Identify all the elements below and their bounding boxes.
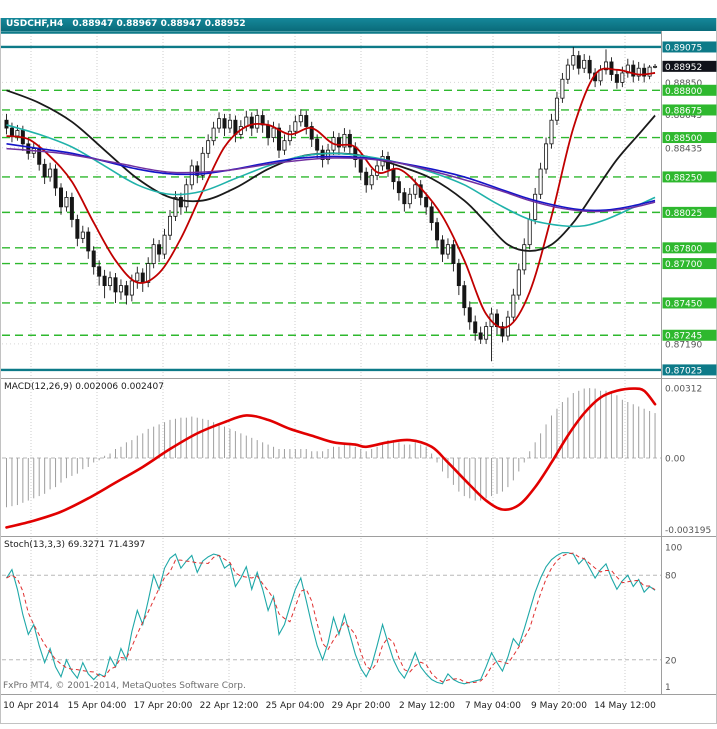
horizontal-gridlines [2, 81, 661, 345]
axis-label: 0.87450 [665, 299, 702, 309]
axis-label: 0.87700 [665, 260, 702, 270]
axis-label: 0.00 [665, 455, 685, 465]
axis-label: 0.87800 [665, 244, 702, 254]
axis-price-tag [662, 84, 717, 96]
axis-label: 0.89075 [665, 43, 702, 53]
axis-label: -0.003195 [665, 526, 711, 536]
axis-price-tag [662, 258, 717, 270]
axis-label: 80 [665, 572, 677, 582]
axis-label: 0.88435 [665, 144, 702, 154]
axis-price-tag [662, 297, 717, 309]
ma-purple [6, 147, 656, 213]
axis-price-tag [662, 171, 717, 183]
chart-symbol-title: USDCHF,H4 [6, 19, 64, 29]
chart-title-bar: USDCHF,H4 0.88947 0.88967 0.88947 0.88952 [1, 18, 716, 31]
axis-label: 0.88952 [665, 63, 702, 73]
price-axis: 0.88850 0.88645 0.88435 0.87190 0.00312 0.00 -… [662, 41, 717, 693]
macd-histogram [6, 388, 656, 508]
chart-ohlc-values: 0.88947 0.88967 0.88947 0.88952 [72, 19, 246, 29]
axis-label: 0.87190 [665, 340, 702, 350]
ma-teal [6, 124, 656, 228]
axis-label: 20 [665, 656, 677, 666]
macd-signal-line [5, 387, 657, 529]
axis-price-tag [662, 206, 717, 218]
axis-price-tag [662, 329, 717, 341]
axis-label: 1 [665, 683, 671, 693]
axis-label: 0.00312 [665, 385, 702, 395]
stoch-main-line [6, 552, 656, 685]
stoch-indicator-label: Stoch(13,3,3) 69.3271 71.4397 [4, 540, 146, 550]
axis-label: 0.88645 [665, 111, 702, 121]
axis-label: 0.88250 [665, 173, 702, 183]
panel-separators [1, 31, 716, 695]
axis-price-tag [662, 60, 717, 72]
key-level-lines [1, 31, 661, 372]
ma-blue [6, 143, 656, 212]
axis-label: 0.87245 [665, 332, 702, 342]
copyright-text: FxPro MT4, © 2001-2014, MetaQuotes Softw… [3, 681, 246, 691]
axis-label: 0.87025 [665, 366, 702, 376]
axis-label: 0.88800 [665, 87, 702, 97]
axis-price-tag [662, 364, 717, 376]
axis-label: 0.88025 [665, 209, 702, 219]
axis-price-tag [662, 104, 717, 116]
axis-label: 0.88675 [665, 106, 702, 116]
stoch-signal-line [6, 552, 656, 684]
axis-price-tag [662, 242, 717, 254]
axis-price-tag [662, 132, 717, 144]
vertical-gridlines [30, 33, 626, 693]
axis-label: 0.88850 [665, 79, 702, 89]
axis-price-tag [662, 41, 717, 53]
stoch-level-lines [2, 574, 661, 661]
axis-label: 0.88500 [665, 134, 702, 144]
support-resistance-lines [2, 89, 661, 336]
axis-label: 100 [665, 544, 682, 554]
ma-red [6, 67, 656, 329]
macd-indicator-label: MACD(12,26,9) 0.002006 0.002407 [4, 382, 164, 392]
